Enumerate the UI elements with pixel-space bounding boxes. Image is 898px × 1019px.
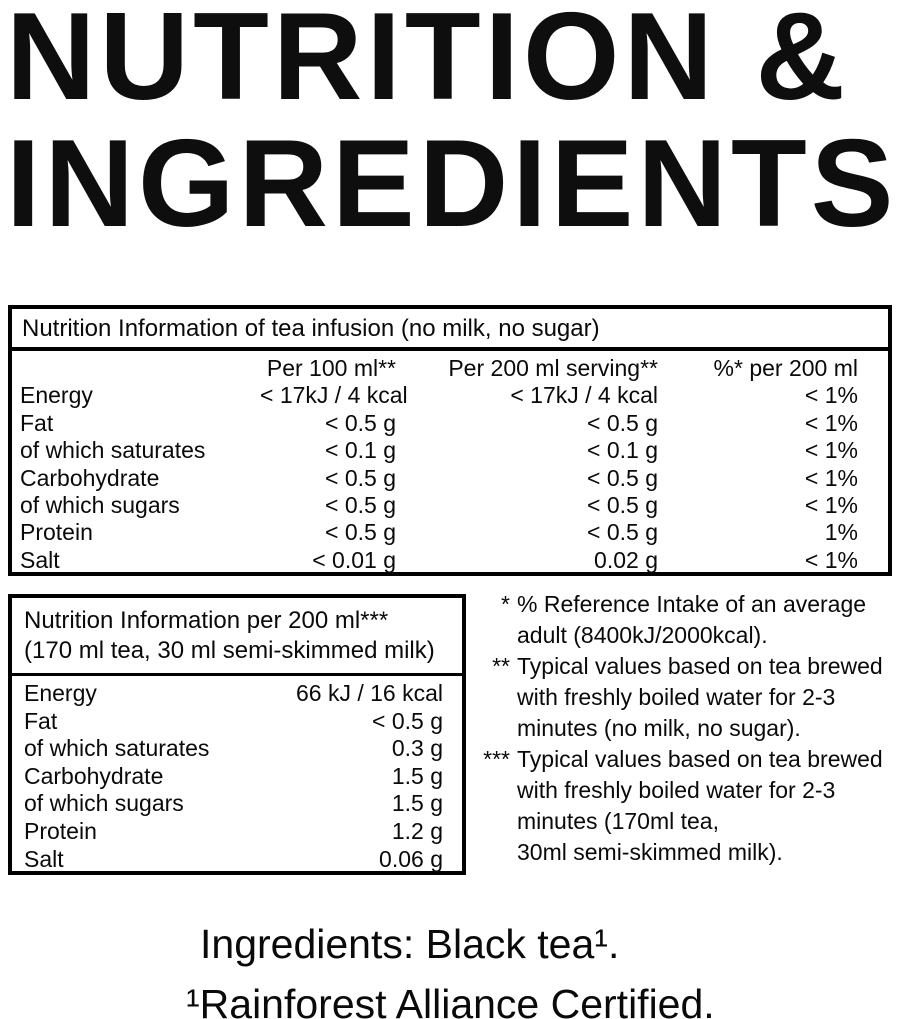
table-row-fat: Fat < 0.5 g < 0.5 g < 1% [20,410,858,437]
column-header-per-200ml-serving: Per 200 ml serving** [448,355,658,381]
value-per-200ml: < 0.5 g [587,464,658,491]
value-ri-percent: < 1% [804,437,858,464]
row-label: Carbohydrate [24,762,164,789]
row-label: Salt [24,845,64,872]
table-row-carbohydrate: Carbohydrate 1.5 g [24,763,443,791]
row-label: Protein [20,519,93,546]
footnote-marker: * [501,591,510,617]
footnote-line: adult (8400kJ/2000kcal). [517,622,768,648]
row-value: 66 kJ / 16 kcal [295,680,443,706]
footnote-typical-values-with-milk: *** Typical values based on tea brewed w… [474,744,898,868]
value-per-200ml: < 0.5 g [587,492,658,519]
value-per-200ml: < 0.5 g [587,519,658,546]
table-row-energy: Energy < 17kJ / 4 kcal < 17kJ / 4 kcal <… [20,382,858,409]
row-label: of which sugars [24,790,184,817]
rainforest-alliance-note: ¹Rainforest Alliance Certified. [186,981,715,1019]
footnote-typical-values-no-milk: ** Typical values based on tea brewed wi… [474,651,898,744]
table-row-energy: Energy 66 kJ / 16 kcal [24,680,443,708]
footnote-line: Typical values based on tea brewed [517,653,883,679]
row-value: 0.3 g [391,735,443,762]
value-per-200ml: < 0.5 g [587,409,658,436]
table-row-saturates: of which saturates 0.3 g [24,735,443,763]
row-value: 1.5 g [391,762,443,789]
value-ri-percent: < 1% [804,546,858,573]
table-row-sugars: of which sugars < 0.5 g < 0.5 g < 1% [20,492,858,519]
footnote-text: % Reference Intake of an average adult (… [517,589,898,651]
table-row-protein: Protein 1.2 g [24,818,443,846]
row-label: Energy [24,680,97,706]
value-ri-percent: < 1% [804,382,858,409]
table-row-carbohydrate: Carbohydrate < 0.5 g < 0.5 g < 1% [20,465,858,492]
footnote-line: Typical values based on tea brewed [517,746,883,772]
table-row-protein: Protein < 0.5 g < 0.5 g 1% [20,519,858,546]
infusion-nutrition-table: Nutrition Information of tea infusion (n… [8,305,892,576]
footnote-line: with freshly boiled water for 2-3 [517,684,836,710]
title-line-2: INGREDIENTS [6,115,898,253]
footnote-line: % Reference Intake of an average [517,591,867,617]
column-header-ri-per-200ml: %* per 200 ml [713,355,858,381]
value-ri-percent: < 1% [804,409,858,436]
column-header-blank [20,355,260,382]
footnote-marker: ** [492,653,510,679]
title-line-1: NUTRITION & [6,0,850,126]
row-label: Salt [20,546,60,573]
value-ri-percent: 1% [824,519,858,546]
value-per-100ml: < 0.1 g [325,437,396,464]
value-per-100ml: < 0.5 g [325,492,396,519]
row-label: Energy [20,382,93,409]
value-per-100ml: < 0.01 g [312,546,396,573]
footnote-line: with freshly boiled water for 2-3 [517,777,836,803]
table-row-fat: Fat < 0.5 g [24,708,443,736]
row-label: of which sugars [20,492,180,519]
footnotes-block: * % Reference Intake of an average adult… [474,589,898,868]
row-label: of which saturates [20,437,206,464]
value-ri-percent: < 1% [804,492,858,519]
milk-table-caption-line-1: Nutrition Information per 200 ml*** [24,607,389,634]
value-per-100ml: < 0.5 g [325,464,396,491]
ingredients-statement: Ingredients: Black tea¹. [200,921,620,967]
column-header-per-100ml: Per 100 ml** [266,355,396,381]
row-label: Fat [24,707,58,734]
footnote-marker: *** [483,746,510,772]
row-label: of which saturates [24,735,210,762]
page-title: NUTRITION & INGREDIENTS [6,0,898,248]
milk-nutrition-table: Nutrition Information per 200 ml*** (170… [8,594,466,875]
table-row-sugars: of which sugars 1.5 g [24,790,443,818]
footnote-line: minutes (no milk, no sugar). [517,715,801,741]
value-per-100ml: < 17kJ / 4 kcal [260,382,408,409]
row-value: 1.2 g [391,817,443,844]
milk-table-caption-line-2: (170 ml tea, 30 ml semi-skimmed milk) [24,637,435,664]
infusion-table-caption: Nutrition Information of tea infusion (n… [12,309,888,351]
value-per-100ml: < 0.5 g [325,519,396,546]
table-row-salt: Salt 0.06 g [24,846,443,874]
row-label: Fat [20,409,54,436]
value-per-100ml: < 0.5 g [325,409,396,436]
footnote-text: Typical values based on tea brewed with … [517,744,898,868]
table-row-salt: Salt < 0.01 g 0.02 g < 1% [20,547,858,574]
row-value: < 0.5 g [372,707,443,734]
value-per-200ml: < 0.1 g [587,437,658,464]
row-value: 1.5 g [391,790,443,817]
footnote-line: minutes (170ml tea, [517,808,719,834]
value-per-200ml: < 17kJ / 4 kcal [510,382,658,409]
footnote-reference-intake: * % Reference Intake of an average adult… [474,589,898,651]
row-label: Carbohydrate [20,464,160,491]
milk-table-body: Energy 66 kJ / 16 kcal Fat < 0.5 g of wh… [12,676,462,873]
value-per-200ml: 0.02 g [594,546,658,573]
table-row-saturates: of which saturates < 0.1 g < 0.1 g < 1% [20,437,858,464]
value-ri-percent: < 1% [804,464,858,491]
row-label: Protein [24,817,97,844]
infusion-table-body: Per 100 ml** Per 200 ml serving** %* per… [12,351,888,574]
footnote-text: Typical values based on tea brewed with … [517,651,898,744]
milk-table-caption: Nutrition Information per 200 ml*** (170… [12,598,462,676]
footnote-line: 30ml semi-skimmed milk). [517,839,783,865]
row-value: 0.06 g [379,845,443,872]
infusion-table-header-row: Per 100 ml** Per 200 ml serving** %* per… [20,355,858,382]
